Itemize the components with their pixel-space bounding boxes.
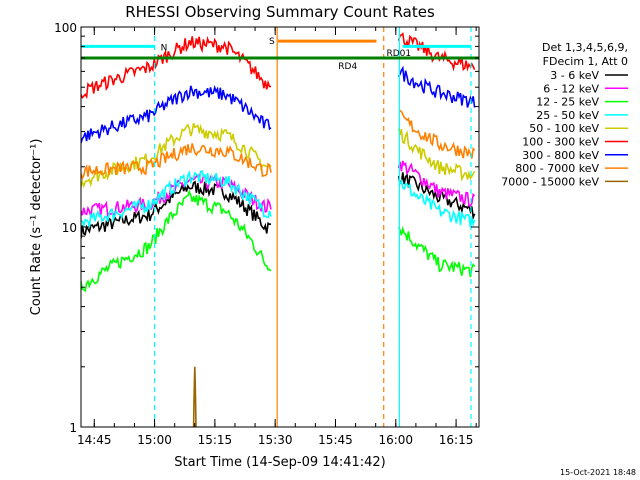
- annotation-label-rd01: RD01: [387, 49, 412, 59]
- x-axis: 14:45 15:00 15:15 15:30 15:45 16:00 16:15: [77, 27, 477, 447]
- y-tick-label-1: 1: [69, 421, 77, 435]
- x-tick-label-5: 15:45: [318, 433, 353, 447]
- annotation-layer: N S RD4 RD01: [81, 37, 479, 72]
- y-axis: 1 10 100: [54, 21, 479, 435]
- series-line-2-part-2: [397, 160, 476, 207]
- legend-entry-label-3: 12 - 25 keV: [536, 96, 599, 109]
- footer-date: 15-Oct-2021 18:48: [560, 468, 636, 477]
- annotation-label-saa: S: [269, 37, 275, 47]
- y-tick-label-3: 100: [54, 21, 77, 35]
- x-tick-label-7: 16:15: [439, 433, 474, 447]
- series-line-7-part-1: [81, 84, 272, 144]
- series-line-5-part-2: [397, 128, 476, 182]
- legend-entry-label-8: 800 - 7000 keV: [515, 162, 599, 175]
- legend-entry-label-6: 100 - 300 keV: [522, 136, 599, 149]
- legend-entry-label-5: 50 - 100 keV: [529, 122, 599, 135]
- series-line-4-part-2: [398, 178, 476, 228]
- legend: Det 1,3,4,5,6,9, FDecim 1, Att 0 3 - 6 k…: [501, 41, 628, 188]
- series-line-4-part-1: [81, 169, 272, 229]
- y-axis-label: Count Rate (s⁻¹ detector⁻¹): [29, 139, 44, 316]
- legend-header-line-2: FDecim 1, Att 0: [543, 55, 628, 68]
- legend-entry-label-4: 25 - 50 keV: [536, 109, 599, 122]
- x-axis-label: Start Time (14-Sep-09 14:41:42): [174, 455, 385, 470]
- x-tick-label-1: 14:45: [77, 433, 112, 447]
- series-line-8-part-2: [398, 109, 476, 159]
- annotation-label-rd4: RD4: [338, 62, 357, 72]
- series-layer: [81, 32, 476, 427]
- chart-title: RHESSI Observing Summary Count Rates: [125, 3, 435, 21]
- series-line-6-part-1: [81, 35, 272, 100]
- series-line-1-part-2: [397, 172, 476, 221]
- x-tick-label-3: 15:15: [198, 433, 233, 447]
- legend-entry-label-1: 3 - 6 keV: [550, 69, 599, 82]
- series-line-7-part-2: [397, 65, 476, 108]
- plot-frame: [80, 26, 480, 428]
- vline-layer: [153, 27, 472, 427]
- legend-entry-label-7: 300 - 800 keV: [522, 149, 599, 162]
- legend-entry-label-9: 7000 - 15000 keV: [501, 175, 599, 188]
- series-line-3-part-1: [81, 189, 272, 293]
- series-line-1-part-1: [81, 180, 272, 239]
- y-tick-label-2: 10: [62, 221, 77, 235]
- legend-header-line-1: Det 1,3,4,5,6,9,: [542, 41, 628, 54]
- legend-entry-label-2: 6 - 12 keV: [543, 82, 599, 95]
- series-line-9-part-1: [192, 366, 197, 427]
- x-tick-label-4: 15:30: [258, 433, 293, 447]
- series-line-5-part-1: [81, 122, 272, 189]
- annotation-label-n: N: [161, 43, 168, 53]
- series-line-8-part-1: [81, 143, 272, 181]
- x-tick-label-2: 15:00: [137, 433, 172, 447]
- x-tick-label-6: 16:00: [378, 433, 413, 447]
- series-line-3-part-2: [397, 225, 476, 278]
